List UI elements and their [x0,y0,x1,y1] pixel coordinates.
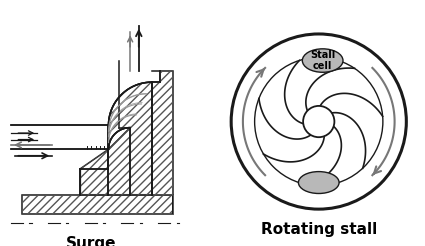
Polygon shape [152,71,173,214]
Polygon shape [80,82,152,195]
Ellipse shape [302,49,343,72]
Text: Surge: Surge [66,236,116,246]
Polygon shape [22,195,173,214]
Text: Stall
cell: Stall cell [310,50,335,71]
Text: Rotating stall: Rotating stall [261,222,377,237]
Circle shape [303,106,334,137]
Ellipse shape [298,172,339,194]
